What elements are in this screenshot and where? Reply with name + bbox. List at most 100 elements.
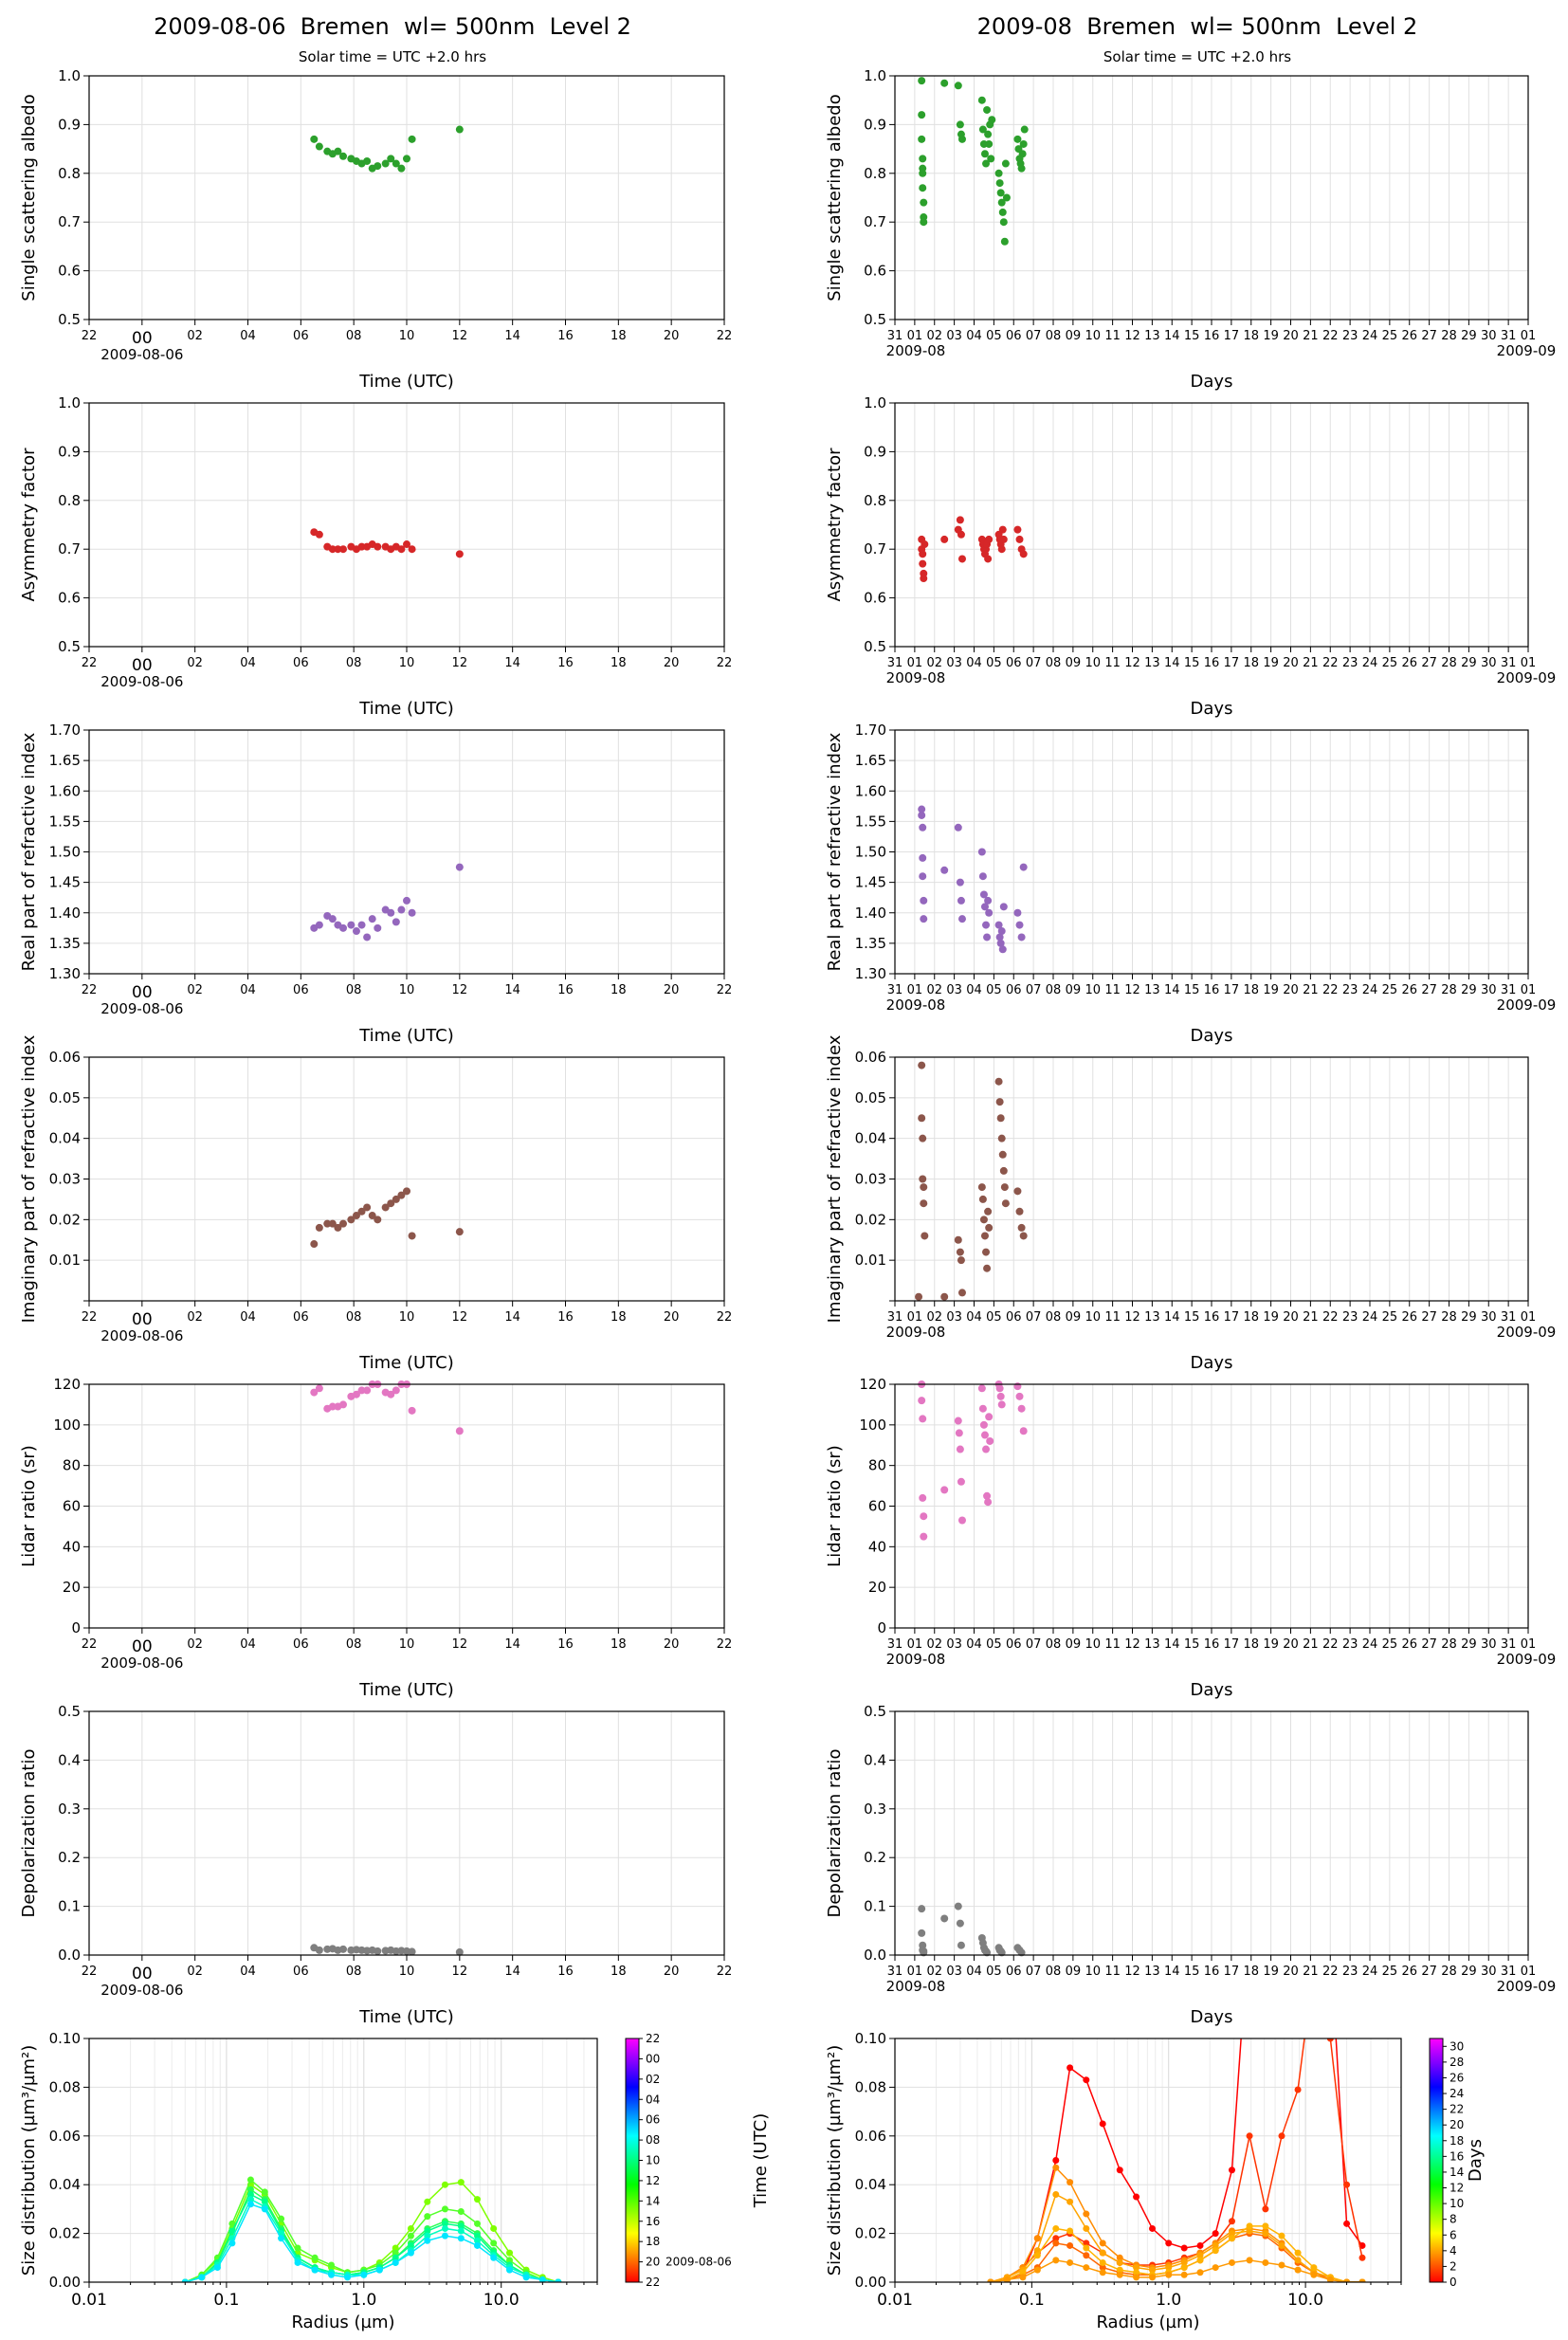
ytick-label: 1.55 <box>49 813 81 830</box>
data-point <box>988 116 996 124</box>
xtick-label: 10 <box>1085 1637 1101 1652</box>
ytick-label: 1.0 <box>864 67 886 84</box>
series-point <box>1083 2076 1090 2084</box>
colorbar-tick-label: 16 <box>646 2215 660 2228</box>
data-point <box>983 1491 992 1500</box>
xtick-label: 03 <box>946 1637 962 1652</box>
xtick-label: 24 <box>1362 329 1378 343</box>
xtick-label: 21 <box>1303 656 1319 670</box>
xtick-label: 31 <box>1501 1965 1517 1979</box>
xtick-label: 22 <box>82 1310 98 1325</box>
xtick-label: 02 <box>187 1310 203 1325</box>
x-axis-label: Days <box>1191 372 1233 392</box>
xtick-label: 12 <box>452 1965 468 1979</box>
series-point <box>1116 2254 1123 2261</box>
xtick-label: 05 <box>986 1310 1002 1325</box>
data-point <box>920 1512 928 1521</box>
data-point <box>957 1477 965 1486</box>
xtick-label: 14 <box>504 1965 520 1979</box>
xtick-label: 20 <box>664 656 680 670</box>
xtick-label: 10 <box>1085 656 1101 670</box>
series-point <box>506 2257 514 2264</box>
xtick-label: 22 <box>82 656 98 670</box>
xtick-label: 10 <box>399 1965 415 1979</box>
xtick-label: 05 <box>986 983 1002 997</box>
xtick-label: 08 <box>1046 1965 1062 1979</box>
plot-frame <box>88 402 725 648</box>
xtick-label: 03 <box>946 329 962 343</box>
xtick-label: 27 <box>1421 656 1437 670</box>
data-point <box>919 823 927 832</box>
ytick-label: 1.70 <box>855 722 886 739</box>
data-point <box>357 1207 366 1216</box>
xtick-label: 19 <box>1263 1965 1279 1979</box>
xtick-label: 04 <box>240 1310 256 1325</box>
data-point <box>919 853 927 862</box>
xtick-label: 06 <box>1006 1965 1022 1979</box>
data-point <box>1019 139 1028 148</box>
xtick-label: 04 <box>966 329 982 343</box>
data-point <box>374 1947 382 1955</box>
ytick-label: 0.4 <box>864 1751 886 1768</box>
xtick-label: 21 <box>1303 329 1319 343</box>
series-point <box>1212 2230 1219 2238</box>
colorbar <box>1429 2038 1444 2283</box>
series-point <box>1083 2252 1090 2259</box>
xtick-label: 0.01 <box>71 2291 107 2310</box>
xtick-label: 06 <box>1006 329 1022 343</box>
colorbar-tick-label: 28 <box>1449 2056 1464 2069</box>
ytick-label: 0.03 <box>855 1171 886 1188</box>
series-point <box>457 2227 465 2235</box>
xtick-label: 18 <box>1243 1965 1259 1979</box>
panel-depol-day: 0.0 0.1 0.2 0.3 0.4 0.5 Depolarization ratio 22… <box>19 1703 732 2027</box>
data-point <box>997 1400 1006 1409</box>
data-point <box>957 135 966 143</box>
ytick-label: 1.0 <box>864 394 886 411</box>
xtick-label: 12 <box>1124 1310 1140 1325</box>
ytick-label: 0.2 <box>864 1849 886 1866</box>
xtick-label: 14 <box>1164 329 1180 343</box>
data-point <box>977 848 986 856</box>
panel-lidar-day: 0 20 40 60 80 100 120 Lidar ratio (sr) 22 00 02 04 0… <box>19 1376 732 1700</box>
series-point <box>490 2239 498 2247</box>
xtick-label: 02 <box>926 1637 942 1652</box>
ytick-label: 0.6 <box>58 590 81 607</box>
data-point <box>387 155 395 163</box>
series-point <box>1278 1792 1285 1799</box>
plot-frame <box>894 1710 1529 1956</box>
ytick-label: 80 <box>63 1457 81 1474</box>
xtick-label: 12 <box>452 983 468 997</box>
xtick-label: 05 <box>986 656 1002 670</box>
data-point <box>919 169 927 177</box>
xtick-label: 22 <box>717 656 733 670</box>
panel-real-month: 1.30 1.35 1.40 1.45 1.50 1.55 1.60 1.65 1.70 Real… <box>825 722 1556 1046</box>
xtick-label: 10 <box>1085 983 1101 997</box>
xtick-label: 31 <box>1501 656 1517 670</box>
data-point <box>998 208 1007 216</box>
series-point <box>375 2266 383 2274</box>
xtick-label: 02 <box>187 656 203 670</box>
left-title: 2009-08-06 Bremen wl= 500nm Level 2 <box>154 13 631 40</box>
data-point <box>315 1946 323 1954</box>
data-point <box>956 1919 964 1928</box>
data-point <box>977 96 986 104</box>
data-point <box>957 915 966 923</box>
y-axis-label: Size distribution (µm³/µm²) <box>825 2045 845 2276</box>
series-point <box>1262 2222 1269 2230</box>
xtick-label: 04 <box>966 1637 982 1652</box>
xtick-label: 10 <box>399 1310 415 1325</box>
xtick-label: 02 <box>187 1965 203 1979</box>
series-point <box>407 2241 414 2249</box>
series-point <box>1067 2064 1074 2072</box>
series-point <box>1278 2232 1285 2239</box>
data-point <box>334 1223 342 1232</box>
series-point <box>1196 2257 1204 2264</box>
xtick-label: 14 <box>1164 1637 1180 1652</box>
xtick-label: 14 <box>1164 1310 1180 1325</box>
series-point <box>261 2198 268 2205</box>
data-point <box>920 896 928 905</box>
data-point <box>998 1150 1007 1159</box>
y-axis-label: Lidar ratio (sr) <box>825 1445 845 1567</box>
series-point <box>1099 2269 1106 2276</box>
